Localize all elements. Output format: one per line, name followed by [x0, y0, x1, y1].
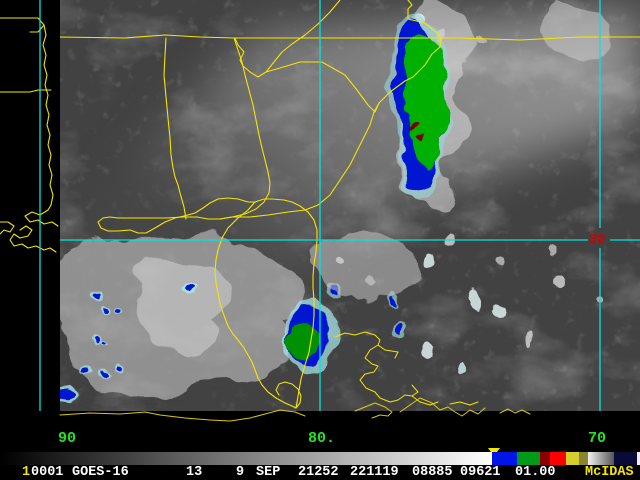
svg-text:McIDAS: McIDAS [585, 465, 634, 480]
svg-text:GOES-16: GOES-16 [72, 465, 129, 480]
svg-text:1: 1 [22, 465, 30, 480]
svg-text:80.: 80. [308, 430, 335, 447]
svg-text:30: 30 [589, 232, 606, 248]
svg-text:21252: 21252 [298, 465, 339, 480]
svg-text:13: 13 [186, 465, 202, 480]
svg-text:221119: 221119 [350, 465, 399, 480]
svg-text:01.00: 01.00 [515, 465, 556, 480]
svg-text:09621: 09621 [460, 465, 501, 480]
svg-text:SEP: SEP [256, 465, 280, 480]
svg-text:70: 70 [588, 430, 606, 447]
svg-text:0001: 0001 [31, 465, 63, 480]
svg-text:9: 9 [236, 465, 244, 480]
svg-text:08885: 08885 [412, 465, 453, 480]
svg-text:90: 90 [58, 430, 76, 447]
